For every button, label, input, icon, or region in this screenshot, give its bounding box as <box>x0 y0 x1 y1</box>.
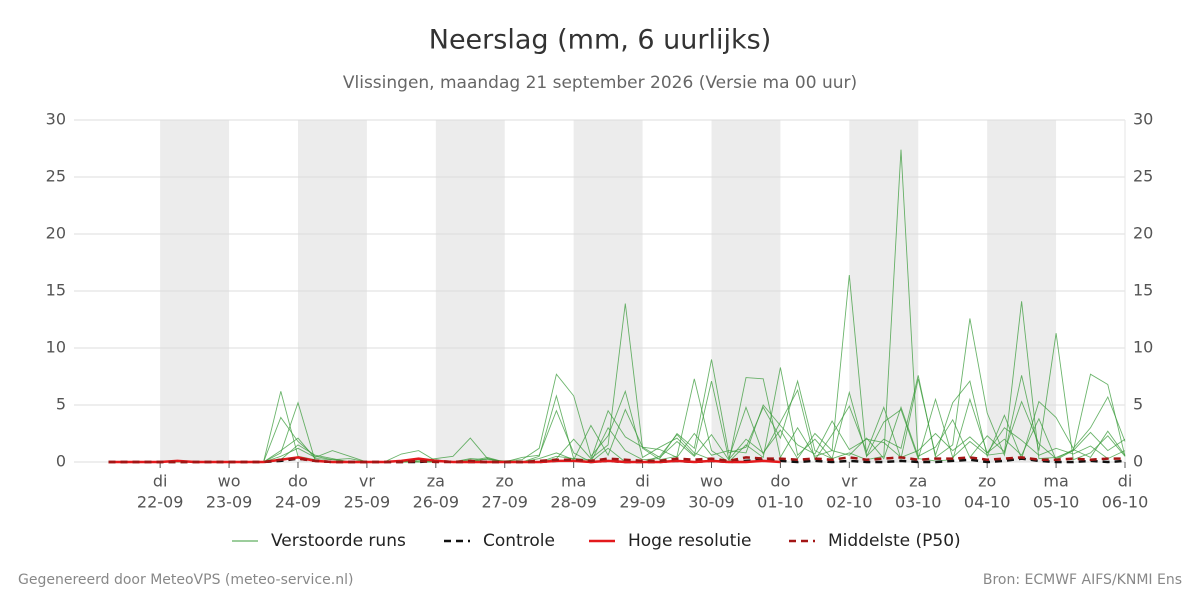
ensemble-line <box>108 149 1126 463</box>
x-tick-label: 01-10 <box>757 493 804 512</box>
y-tick-label: 20 <box>46 224 66 243</box>
legend-label: Hoge resolutie <box>628 531 752 551</box>
ensemble-line <box>108 404 1126 463</box>
x-tick-weekday: vr <box>841 472 857 491</box>
x-tick-weekday: di <box>153 472 168 491</box>
x-tick-weekday: za <box>909 472 927 491</box>
x-tick-label: 30-09 <box>688 493 735 512</box>
x-tick-weekday: vr <box>359 472 375 491</box>
footer-credit: Gegenereerd door MeteoVPS (meteo-service… <box>18 572 353 588</box>
x-tick-label: 02-10 <box>826 493 873 512</box>
chart-title: Neerslag (mm, 6 uurlijks) <box>429 25 771 56</box>
x-tick-label: 04-10 <box>964 493 1011 512</box>
x-tick-weekday: zo <box>496 472 514 491</box>
y2-tick-label: 25 <box>1133 167 1153 186</box>
ensemble-line <box>108 274 1126 463</box>
x-tick-label: 05-10 <box>1033 493 1080 512</box>
x-tick-weekday: za <box>427 472 445 491</box>
x-tick-weekday: zo <box>978 472 996 491</box>
x-tick-label: 25-09 <box>344 493 391 512</box>
y-tick-label: 25 <box>46 167 66 186</box>
x-tick-weekday: di <box>1118 472 1133 491</box>
legend-label: Controle <box>483 531 555 551</box>
y2-tick-label: 10 <box>1133 338 1153 357</box>
x-tick-label: 22-09 <box>137 493 184 512</box>
ensemble-line <box>108 373 1126 463</box>
x-tick-weekday: do <box>770 472 790 491</box>
y2-tick-label: 30 <box>1133 110 1153 129</box>
series-line <box>108 456 1125 464</box>
y2-tick-label: 5 <box>1133 395 1143 414</box>
x-tick-weekday: do <box>288 472 308 491</box>
y-tick-label: 15 <box>46 281 66 300</box>
x-tick-label: 03-10 <box>895 493 942 512</box>
y-tick-label: 5 <box>56 395 66 414</box>
x-tick-label: 29-09 <box>619 493 666 512</box>
x-tick-weekday: wo <box>700 472 723 491</box>
x-tick-weekday: ma <box>561 472 586 491</box>
y2-tick-label: 15 <box>1133 281 1153 300</box>
x-tick-label: 26-09 <box>413 493 460 512</box>
x-tick-weekday: ma <box>1043 472 1068 491</box>
x-tick-label: 06-10 <box>1102 493 1149 512</box>
ensemble-line <box>108 318 1126 463</box>
y-tick-label: 10 <box>46 338 66 357</box>
chart-subtitle: Vlissingen, maandag 21 september 2026 (V… <box>343 73 857 93</box>
legend-label: Middelste (P50) <box>828 531 961 551</box>
y-tick-label: 0 <box>56 452 66 471</box>
y-tick-label: 30 <box>46 110 66 129</box>
x-tick-label: 23-09 <box>206 493 253 512</box>
x-tick-weekday: di <box>635 472 650 491</box>
legend-label: Verstoorde runs <box>271 531 406 551</box>
y2-tick-label: 0 <box>1133 452 1143 471</box>
y2-tick-label: 20 <box>1133 224 1153 243</box>
x-tick-label: 27-09 <box>481 493 528 512</box>
x-tick-weekday: wo <box>218 472 241 491</box>
x-tick-label: 28-09 <box>550 493 597 512</box>
x-tick-label: 24-09 <box>275 493 322 512</box>
footer-source: Bron: ECMWF AIFS/KNMI Ens <box>983 572 1182 588</box>
